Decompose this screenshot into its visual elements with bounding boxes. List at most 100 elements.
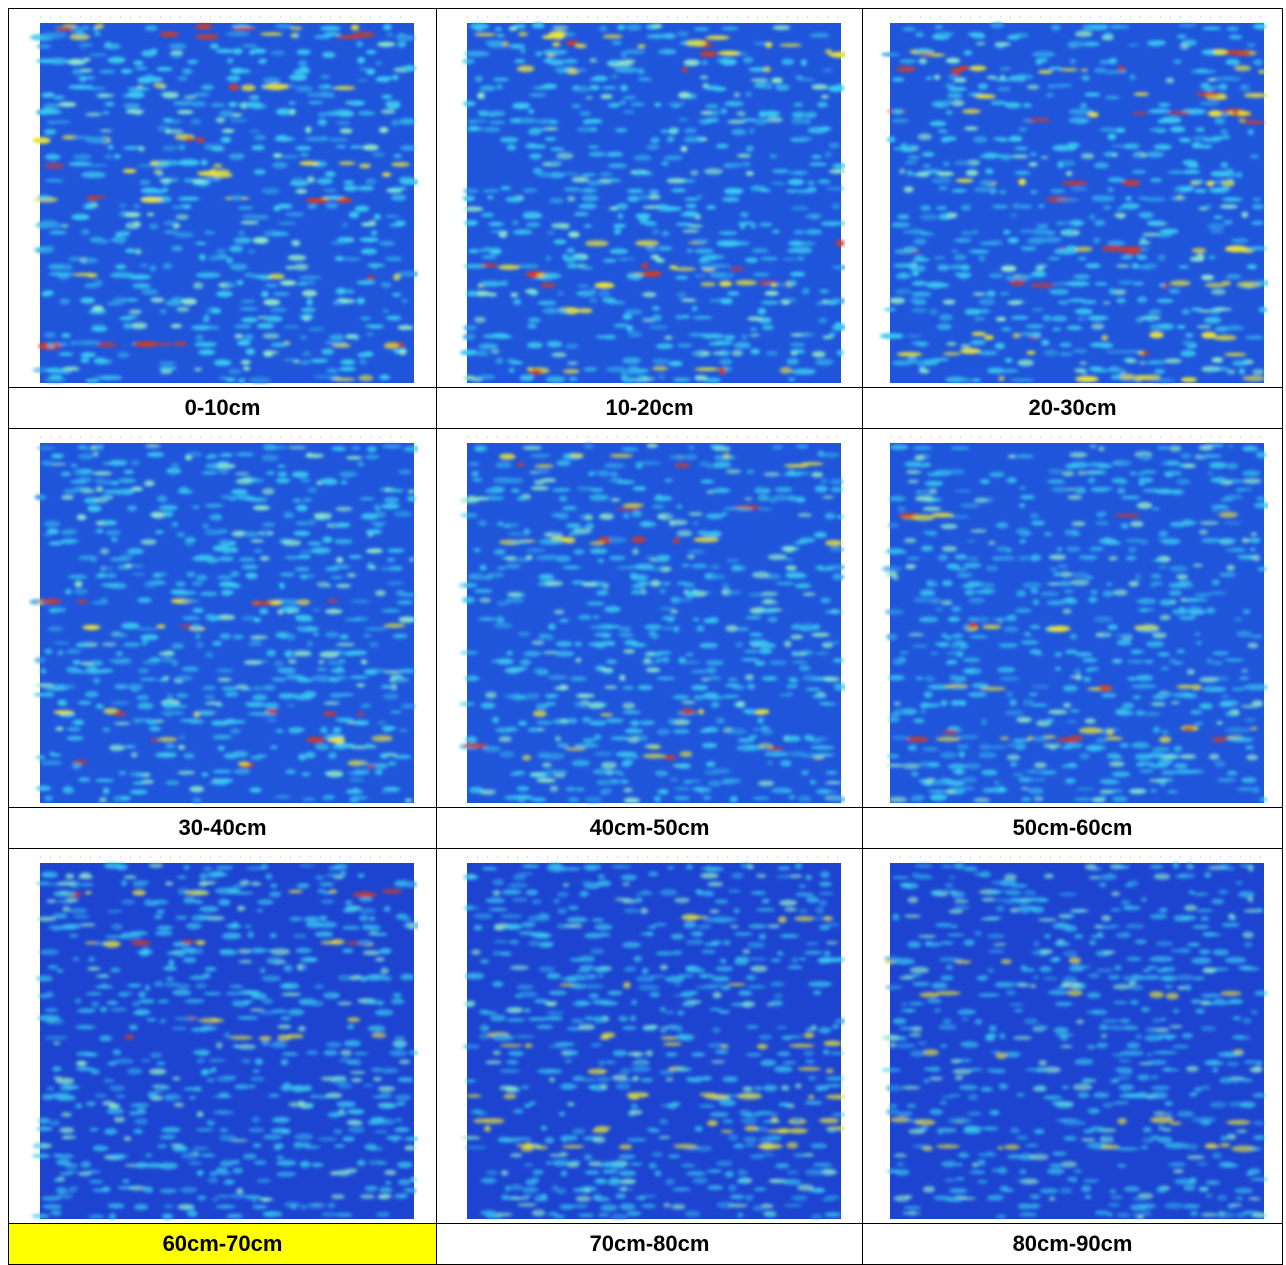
heatmap-blob [586,974,596,980]
heatmap-blob [749,333,760,337]
heatmap-blob [381,172,391,177]
heatmap-blob [570,1018,584,1024]
heatmap-blob [68,1186,79,1191]
heatmap-blob [581,1077,597,1083]
heatmap-blob [109,480,119,485]
heatmap-blob [122,102,141,109]
heatmap-blob [720,511,728,517]
heatmap-blob [1235,787,1254,791]
heatmap-blob [348,145,363,149]
heatmap-blob [385,32,394,38]
heatmap-blob [827,332,836,338]
heatmap-blob [521,1186,538,1194]
heatmap-blob [204,701,222,705]
heatmap-blob [1157,530,1168,538]
heatmap-blob [601,34,623,39]
heatmap-blob [908,297,919,303]
heatmap-blob [115,650,123,657]
heatmap-blob [287,1008,304,1016]
heatmap-blob [1018,539,1026,544]
heatmap-blob [76,514,86,521]
heatmap-blob [546,160,563,165]
heatmap-blob [61,224,69,228]
heatmap-blob [524,288,537,294]
heatmap-blob [815,788,831,795]
heatmap-blob [259,1010,276,1015]
heatmap-blob [931,779,944,786]
panel-label: 40cm-50cm [436,807,863,849]
heatmap-blob [1207,110,1222,117]
heatmap-blob [1157,651,1170,657]
heatmap-blob [809,1143,827,1149]
heatmap-blob [577,284,589,288]
heatmap-blob [670,933,684,940]
heatmap-blob [883,307,896,312]
heatmap-blob [502,1137,513,1143]
heatmap-blob [717,966,733,972]
heatmap-blob [140,1058,151,1063]
heatmap-blob [1011,772,1024,777]
heatmap-blob [791,111,806,119]
heatmap-blob [918,58,927,65]
heatmap-blob [647,194,660,200]
heatmap-blob [140,539,157,545]
heatmap-blob [41,1093,53,1101]
heatmap-blob [143,581,157,588]
heatmap-blob [305,197,328,204]
heatmap-blob [601,633,611,639]
heatmap-blob [616,212,623,220]
heatmap-blob [77,453,93,460]
heatmap-blob [508,26,517,31]
heatmap-blob [162,118,173,123]
heatmap-blob [186,1210,198,1218]
heatmap-blob [896,506,906,512]
heatmap-blob [463,50,490,57]
heatmap-blob [519,374,534,382]
heatmap-blob [186,59,198,65]
heatmap-blob [402,64,416,72]
heatmap-blob [229,571,240,577]
heatmap-blob [1050,315,1067,322]
heatmap-blob [179,1186,197,1194]
heatmap-blob [108,658,127,663]
heatmap-blob [1060,598,1078,604]
heatmap-blob [328,334,344,340]
heatmap-blob [562,867,581,871]
heatmap-blob [1258,797,1268,802]
heatmap-blob [550,769,568,775]
heatmap-blob [398,176,415,183]
heatmap-blob [306,205,317,209]
heatmap-blob [787,178,804,186]
heatmap-blob [471,377,483,382]
heatmap-blob [1095,737,1107,744]
heatmap-blob [1061,608,1072,614]
heatmap-blob [700,531,718,537]
heatmap-blob [300,307,316,313]
heatmap-blob [1228,34,1242,40]
heatmap-blob [365,529,382,535]
heatmap-blob [69,479,87,484]
heatmap-blob [390,119,399,127]
heatmap-blob [979,478,990,485]
heatmap-blob [704,660,724,666]
heatmap-blob [807,1075,816,1081]
heatmap-blob [280,992,301,997]
heatmap-blob [1203,871,1211,879]
heatmap-blob [825,1068,834,1074]
heatmap-blob [228,720,246,724]
heatmap-blob [234,472,250,476]
heatmap-blob [921,506,941,512]
heatmap-blob [792,1153,806,1158]
heatmap-blob [765,350,778,356]
heatmap-blob [1151,632,1167,639]
heatmap-blob [291,471,309,478]
heatmap-blob [79,923,96,927]
heatmap-blob [1116,487,1126,495]
heatmap-blob [568,717,578,724]
heatmap-blob [566,361,578,366]
heatmap-blob [745,745,757,749]
heatmap-blob [1052,83,1072,88]
heatmap-blob [156,495,168,503]
heatmap [460,856,845,1220]
heatmap-blob [194,982,207,989]
